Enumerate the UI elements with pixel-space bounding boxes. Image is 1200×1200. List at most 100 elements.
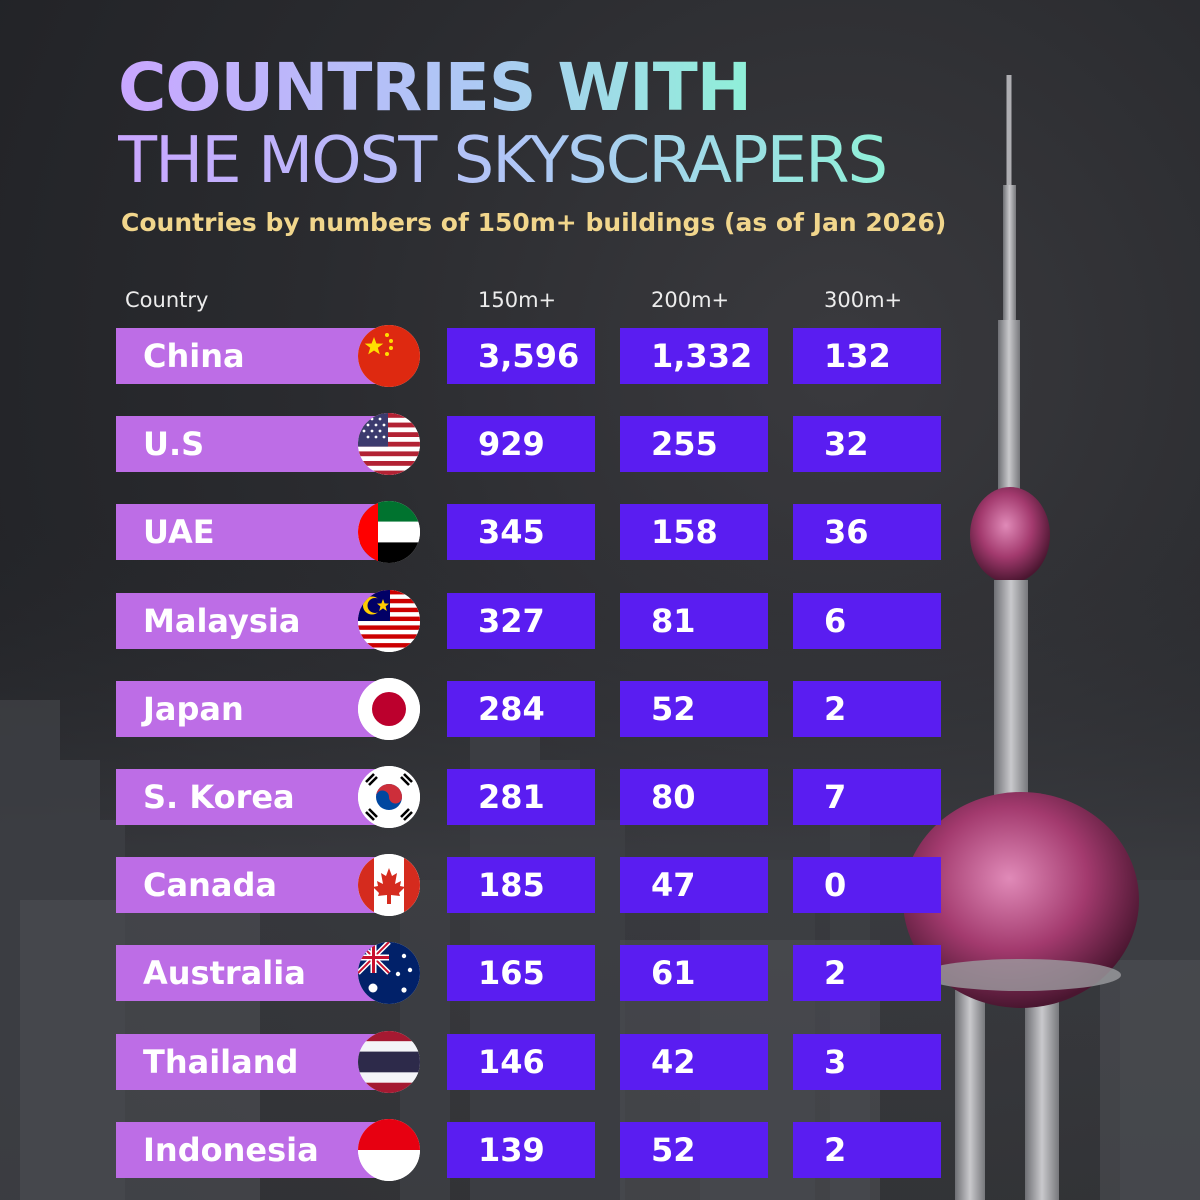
subtitle: Countries by numbers of 150m+ buildings … xyxy=(121,208,947,237)
value-cell-150m: 165 xyxy=(447,945,595,1002)
country-cell: Australia xyxy=(116,945,392,1002)
value-cell-200m: 255 xyxy=(620,416,768,473)
value-cell-150m: 146 xyxy=(447,1033,595,1090)
country-cell: UAE xyxy=(116,504,392,561)
value-japan-150m: 284 xyxy=(478,689,545,728)
value-uae-150m: 345 xyxy=(478,513,545,552)
value-cell-300m: 0 xyxy=(793,857,941,914)
value-cell-300m: 6 xyxy=(793,592,941,649)
country-cell: Thailand xyxy=(116,1033,392,1090)
value-cell-150m: 284 xyxy=(447,680,595,737)
table-row: Canada 185 47 0 xyxy=(0,854,1200,917)
country-cell: U.S xyxy=(116,416,392,473)
thailand-flag-icon xyxy=(358,1030,420,1093)
value-cell-300m: 2 xyxy=(793,1121,941,1178)
value-china-150m: 3,596 xyxy=(478,337,580,375)
value-cell-200m: 158 xyxy=(620,504,768,561)
value-australia-200m: 61 xyxy=(651,954,696,993)
value-cell-200m: 61 xyxy=(620,945,768,1002)
value-thailand-200m: 42 xyxy=(651,1042,696,1081)
value-cell-300m: 32 xyxy=(793,416,941,473)
table-row: Japan 284 52 2 xyxy=(0,677,1200,740)
value-indonesia-300m: 2 xyxy=(824,1130,847,1169)
value-cell-200m: 1,332 xyxy=(620,328,768,384)
country-cell: Japan xyxy=(116,680,392,737)
value-indonesia-150m: 139 xyxy=(478,1130,545,1169)
country-cell: Indonesia xyxy=(116,1121,392,1178)
value-canada-200m: 47 xyxy=(651,866,696,905)
value-china-200m: 1,332 xyxy=(651,337,753,375)
value-cell-300m: 7 xyxy=(793,769,941,825)
value-cell-300m: 36 xyxy=(793,504,941,561)
value-cell-150m: 327 xyxy=(447,592,595,649)
table-row: China 3,596 1,332 132 xyxy=(0,325,1200,387)
value-japan-300m: 2 xyxy=(824,689,847,728)
value-cell-300m: 2 xyxy=(793,945,941,1002)
value-cell-300m: 3 xyxy=(793,1033,941,1090)
country-name-canada: Canada xyxy=(143,866,277,905)
value-cell-150m: 345 xyxy=(447,504,595,561)
table-row: Thailand 146 42 3 xyxy=(0,1030,1200,1093)
column-header-300m: 300m+ xyxy=(824,288,903,312)
country-cell: Malaysia xyxy=(116,592,392,649)
value-u-s-200m: 255 xyxy=(651,425,718,464)
value-uae-300m: 36 xyxy=(824,513,869,552)
australia-flag-icon xyxy=(358,942,420,1005)
value-u-s-300m: 32 xyxy=(824,425,869,464)
indonesia-flag-icon xyxy=(358,1118,420,1181)
uae-flag-icon xyxy=(358,501,420,564)
value-malaysia-200m: 81 xyxy=(651,601,696,640)
column-header-150m: 150m+ xyxy=(478,288,557,312)
table-row: U.S 929 255 32 xyxy=(0,413,1200,476)
country-name-indonesia: Indonesia xyxy=(143,1130,319,1169)
table-row: Malaysia 327 81 6 xyxy=(0,589,1200,652)
value-thailand-300m: 3 xyxy=(824,1042,847,1081)
value-australia-150m: 165 xyxy=(478,954,545,993)
usa-flag-icon xyxy=(358,413,420,476)
country-name-s-korea: S. Korea xyxy=(143,778,295,816)
country-name-japan: Japan xyxy=(143,689,244,728)
value-uae-200m: 158 xyxy=(651,513,718,552)
country-name-u-s: U.S xyxy=(143,425,205,464)
value-cell-150m: 929 xyxy=(447,416,595,473)
value-cell-300m: 2 xyxy=(793,680,941,737)
value-s-korea-300m: 7 xyxy=(824,778,847,816)
south-korea-flag-icon xyxy=(358,766,420,828)
value-s-korea-150m: 281 xyxy=(478,778,545,816)
value-indonesia-200m: 52 xyxy=(651,1130,696,1169)
country-cell: China xyxy=(116,328,392,384)
value-u-s-150m: 929 xyxy=(478,425,545,464)
table-row: Indonesia 139 52 2 xyxy=(0,1118,1200,1181)
title-line-1: COUNTRIES WITH xyxy=(118,49,752,126)
title-line-2: THE MOST SKYSCRAPERS xyxy=(118,124,888,198)
country-name-australia: Australia xyxy=(143,954,306,993)
value-australia-300m: 2 xyxy=(824,954,847,993)
value-cell-200m: 52 xyxy=(620,1121,768,1178)
column-header-country: Country xyxy=(125,288,209,312)
value-japan-200m: 52 xyxy=(651,689,696,728)
japan-flag-icon xyxy=(358,677,420,740)
table-row: Australia 165 61 2 xyxy=(0,942,1200,1005)
value-cell-200m: 81 xyxy=(620,592,768,649)
country-name-uae: UAE xyxy=(143,513,215,552)
value-malaysia-300m: 6 xyxy=(824,601,847,640)
value-cell-150m: 281 xyxy=(447,769,595,825)
country-cell: S. Korea xyxy=(116,769,392,825)
value-cell-300m: 132 xyxy=(793,328,941,384)
country-name-thailand: Thailand xyxy=(143,1042,299,1081)
malaysia-flag-icon xyxy=(358,589,420,652)
country-name-china: China xyxy=(143,337,245,375)
table-row: UAE 345 158 36 xyxy=(0,501,1200,564)
value-cell-150m: 185 xyxy=(447,857,595,914)
value-cell-200m: 47 xyxy=(620,857,768,914)
value-cell-150m: 139 xyxy=(447,1121,595,1178)
column-header-200m: 200m+ xyxy=(651,288,730,312)
value-cell-200m: 52 xyxy=(620,680,768,737)
value-s-korea-200m: 80 xyxy=(651,778,696,816)
value-china-300m: 132 xyxy=(824,337,891,375)
china-flag-icon xyxy=(358,325,420,387)
value-cell-150m: 3,596 xyxy=(447,328,595,384)
value-canada-300m: 0 xyxy=(824,866,847,905)
value-malaysia-150m: 327 xyxy=(478,601,545,640)
country-name-malaysia: Malaysia xyxy=(143,601,301,640)
